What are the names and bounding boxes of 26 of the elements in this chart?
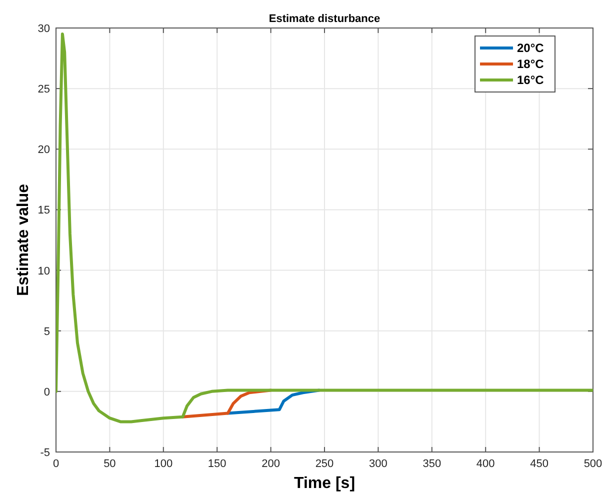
x-tick-label: 50 [104,458,116,470]
y-tick-label: 10 [38,265,50,278]
x-tick-label: 250 [315,458,334,470]
x-tick-label: 100 [154,458,173,470]
legend-label: 18°C [517,57,544,71]
y-tick-label: 5 [44,326,50,338]
x-tick-label: 450 [530,458,548,470]
line-series [56,32,593,424]
y-tick-label: 30 [38,23,50,35]
y-tick-label: 0 [44,386,50,398]
x-tick-label: 400 [476,458,495,470]
y-tick-label: -5 [40,447,50,459]
x-tick-label: 500 [584,458,602,470]
x-tick-label: 350 [422,458,442,470]
x-tick-label: 300 [369,458,388,470]
chart-title: Estimate disturbance [268,13,380,25]
y-tick-label: 25 [38,84,50,96]
x-axis-title: Time [s] [294,475,356,492]
legend-label: 16°C [517,73,544,87]
x-tick-label: 200 [262,458,280,470]
x-tick-label: 0 [52,458,60,470]
y-tick-label: 15 [38,204,50,217]
y-axis-title: Estimate value [15,184,32,296]
x-tick-label: 150 [208,458,226,470]
legend-label: 20°C [517,41,544,55]
y-tick-label: 20 [38,144,50,156]
